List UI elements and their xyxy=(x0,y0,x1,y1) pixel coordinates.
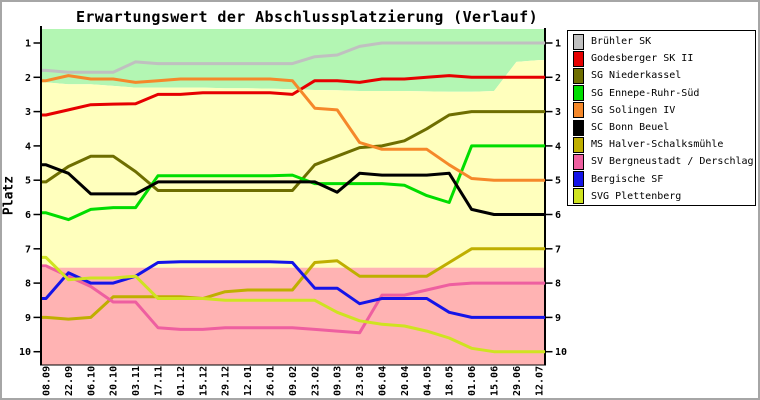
series-line-2 xyxy=(42,74,545,117)
x-tick-label: 22.09 xyxy=(64,366,75,396)
chart-title: Erwartungswert der Abschlussplatzierung … xyxy=(75,8,539,26)
series-line-4 xyxy=(42,144,545,222)
y-tick-label-right: 5 xyxy=(555,176,561,187)
series-line-5 xyxy=(42,74,545,182)
x-tick-label: 08.09 xyxy=(42,366,53,396)
series-line-3 xyxy=(42,110,545,192)
x-tick-label: 17.11 xyxy=(154,366,165,396)
legend-label: SG Solingen IV xyxy=(591,104,676,116)
y-tick-label-right: 3 xyxy=(555,107,561,118)
x-tick-label: 01.06 xyxy=(467,366,478,396)
y-tick-label-left: 3 xyxy=(25,107,31,118)
y-tick-label-left: 8 xyxy=(25,279,31,290)
legend-label: SV Bergneustadt / Derschlag xyxy=(591,156,754,168)
y-tick-label-left: 1 xyxy=(25,39,31,50)
legend-swatch xyxy=(573,153,584,170)
legend-item: SC Bonn Beuel xyxy=(568,119,755,136)
x-tick-label: 03.11 xyxy=(131,366,142,396)
y-tick-label-left: 10 xyxy=(19,347,31,358)
x-tick-label: 29.06 xyxy=(512,366,523,396)
x-tick-label: 15.06 xyxy=(490,366,501,396)
y-tick-label-right: 6 xyxy=(555,210,561,221)
x-tick-label: 23.03 xyxy=(355,366,366,396)
x-tick-label: 12.07 xyxy=(534,366,545,396)
x-tick-label: 06.10 xyxy=(86,366,97,396)
y-tick-label-left: 2 xyxy=(25,73,31,84)
y-tick-label-right: 8 xyxy=(555,279,561,290)
series-line-7 xyxy=(42,247,545,321)
legend-swatch xyxy=(573,50,584,67)
legend-item: SG Niederkassel xyxy=(568,67,755,84)
x-tick-label: 15.12 xyxy=(198,366,209,396)
series-line-1 xyxy=(42,41,545,74)
y-tick-label-left: 4 xyxy=(25,141,31,152)
legend-item: Godesberger SK II xyxy=(568,50,755,67)
x-tick-label: 01.12 xyxy=(176,366,187,396)
y-tick-label-left: 6 xyxy=(25,210,31,221)
x-tick-label: 06.04 xyxy=(378,366,389,396)
x-tick-label: 26.01 xyxy=(266,366,277,396)
legend-label: Brühler SK xyxy=(591,36,652,48)
y-tick-label-right: 10 xyxy=(555,347,567,358)
legend-swatch xyxy=(573,67,584,84)
legend-item: Brühler SK xyxy=(568,33,755,50)
y-tick-label-left: 9 xyxy=(25,313,31,324)
legend-swatch xyxy=(573,136,584,153)
legend-swatch xyxy=(573,102,584,119)
legend-label: SG Ennepe-Ruhr-Süd xyxy=(591,87,700,99)
midfield-zone-band xyxy=(42,60,545,268)
x-tick-label: 20.04 xyxy=(400,366,411,396)
legend-swatch xyxy=(573,171,584,188)
legend-label: MS Halver-Schalksmühle xyxy=(591,139,724,151)
legend-swatch xyxy=(573,85,584,102)
legend-swatch xyxy=(573,119,584,136)
legend-item: SVG Plettenberg xyxy=(568,188,755,205)
y-tick-label-right: 1 xyxy=(555,39,561,50)
promotion-zone-band xyxy=(42,29,545,92)
legend-item: SG Solingen IV xyxy=(568,102,755,119)
legend-box: Brühler SK Godesberger SK II SG Niederkass… xyxy=(567,30,756,206)
x-tick-label: 09.02 xyxy=(288,366,299,396)
legend-label: SVG Plettenberg xyxy=(591,190,682,202)
series-line-10 xyxy=(42,255,545,354)
series-line-9 xyxy=(42,260,545,319)
legend-item: Bergische SF xyxy=(568,171,755,188)
y-tick-label-right: 9 xyxy=(555,313,561,324)
series-line-6 xyxy=(42,163,545,216)
series-line-8 xyxy=(42,264,545,335)
legend-label: SC Bonn Beuel xyxy=(591,122,670,134)
legend-swatch xyxy=(573,188,584,205)
legend-label: SG Niederkassel xyxy=(591,70,682,82)
legend-label: Bergische SF xyxy=(591,173,664,185)
x-tick-label: 12.01 xyxy=(243,366,254,396)
x-tick-label: 23.02 xyxy=(310,366,321,396)
x-tick-label: 20.10 xyxy=(109,366,120,396)
legend-item: SV Bergneustadt / Derschlag xyxy=(568,153,755,170)
y-tick-label-right: 7 xyxy=(555,244,561,255)
y-tick-label-right: 4 xyxy=(555,141,561,152)
x-tick-label: 18.05 xyxy=(445,366,456,396)
y-tick-label-left: 7 xyxy=(25,244,31,255)
y-tick-label-right: 2 xyxy=(555,73,561,84)
legend-label: Godesberger SK II xyxy=(591,53,694,65)
x-tick-label: 29.12 xyxy=(221,366,232,396)
y-tick-label-left: 5 xyxy=(25,176,31,187)
legend-swatch xyxy=(573,33,584,50)
legend-item: MS Halver-Schalksmühle xyxy=(568,136,755,153)
x-tick-label: 09.03 xyxy=(333,366,344,396)
x-tick-label: 04.05 xyxy=(422,366,433,396)
legend-item: SG Ennepe-Ruhr-Süd xyxy=(568,85,755,102)
